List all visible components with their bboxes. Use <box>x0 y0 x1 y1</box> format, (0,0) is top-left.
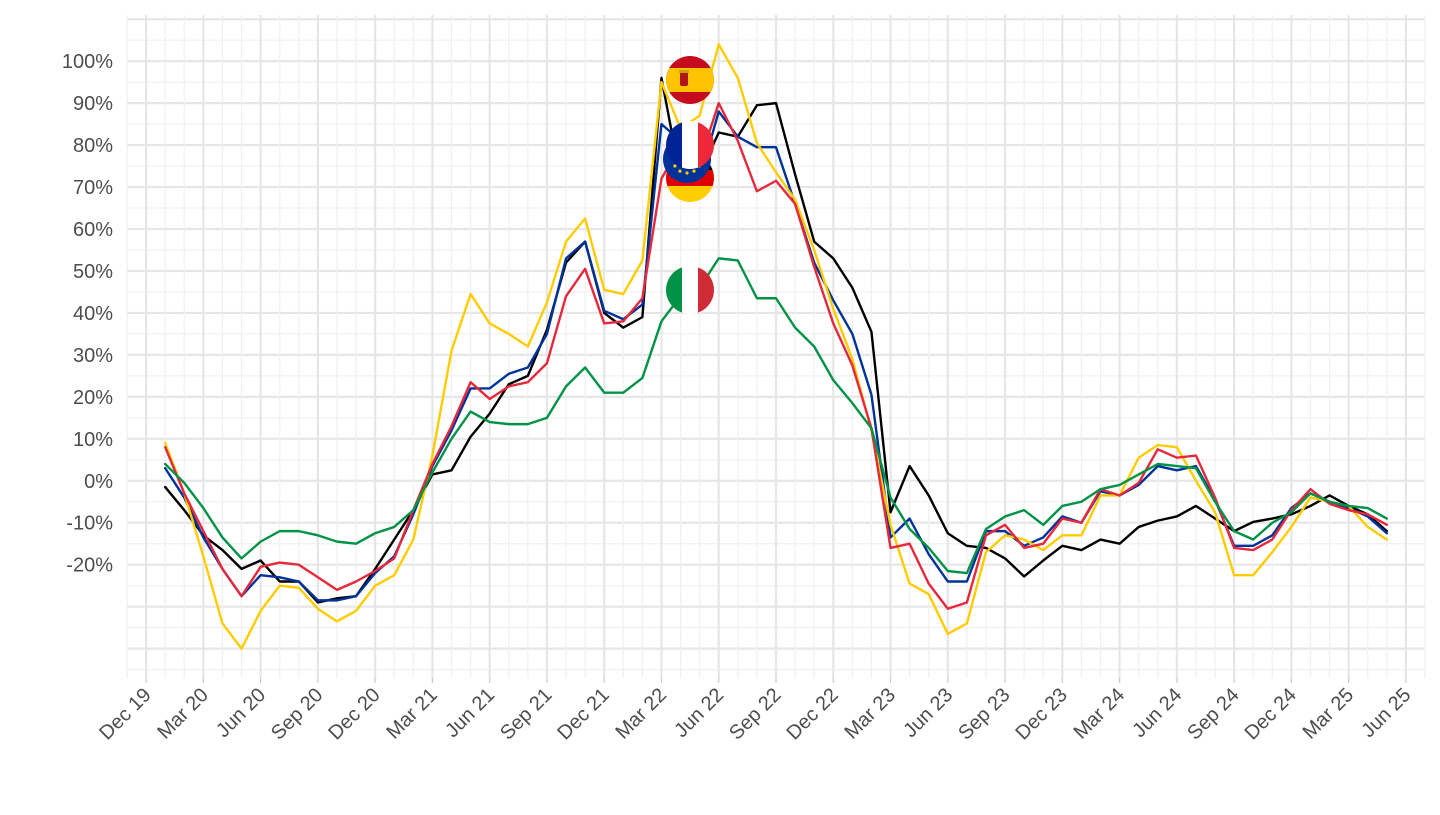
x-tick-label: Mar 21 <box>382 684 442 744</box>
x-tick-label: Dec 20 <box>324 684 384 744</box>
series-line-germany <box>163 101 1389 610</box>
italy-flag-icon <box>666 266 714 314</box>
y-tick-label: 0% <box>84 471 113 493</box>
x-tick-label: Jun 23 <box>899 684 957 742</box>
x-tick-label: Sep 22 <box>725 684 785 744</box>
x-tick-label: Mar 20 <box>153 684 213 744</box>
y-tick-label: 80% <box>73 135 113 157</box>
y-tick-label: 30% <box>73 345 113 367</box>
series-line-eu <box>163 76 1389 604</box>
y-tick-label: 20% <box>73 387 113 409</box>
x-tick-label: Mar 23 <box>840 684 900 744</box>
x-tick-label: Sep 23 <box>954 684 1014 744</box>
x-tick-label: Mar 22 <box>611 684 671 744</box>
series-line-spain <box>163 43 1389 650</box>
series-line-italy <box>163 257 1389 575</box>
x-tick-label: Dec 24 <box>1241 684 1301 744</box>
x-tick-label: Jun 25 <box>1357 684 1415 742</box>
x-tick-label: Jun 20 <box>212 684 270 742</box>
y-tick-label: 10% <box>73 429 113 451</box>
x-tick-label: Mar 24 <box>1070 684 1130 744</box>
x-tick-label: Dec 22 <box>782 684 842 744</box>
flag-markers <box>663 56 714 314</box>
y-tick-label: 50% <box>73 261 113 283</box>
france-flag-icon <box>666 121 714 169</box>
x-tick-label: Jun 21 <box>441 684 499 742</box>
x-tick-label: Dec 21 <box>553 684 613 744</box>
y-tick-label: 100% <box>62 51 113 73</box>
x-tick-label: Sep 20 <box>267 684 327 744</box>
x-tick-label: Dec 23 <box>1011 684 1071 744</box>
x-tick-label: Sep 21 <box>496 684 556 744</box>
y-tick-label: 60% <box>73 219 113 241</box>
y-tick-label: 70% <box>73 177 113 199</box>
x-tick-label: Dec 19 <box>95 684 155 744</box>
x-tick-label: Jun 22 <box>670 684 728 742</box>
x-tick-label: Mar 25 <box>1299 684 1359 744</box>
spain-flag-icon <box>666 56 714 104</box>
series-lines <box>163 43 1389 650</box>
y-tick-label: -20% <box>66 555 113 577</box>
y-axis: -20% -10% 0% 10% 20% 30% 40% 50% 60% 70% 80% 90% 100… <box>62 51 113 577</box>
x-tick-label: Sep 24 <box>1183 684 1243 744</box>
y-tick-label: -10% <box>66 513 113 535</box>
x-tick-label: Jun 24 <box>1128 684 1186 742</box>
series-line-france <box>163 110 1389 602</box>
y-tick-label: 40% <box>73 303 113 325</box>
y-tick-label: 90% <box>73 93 113 115</box>
